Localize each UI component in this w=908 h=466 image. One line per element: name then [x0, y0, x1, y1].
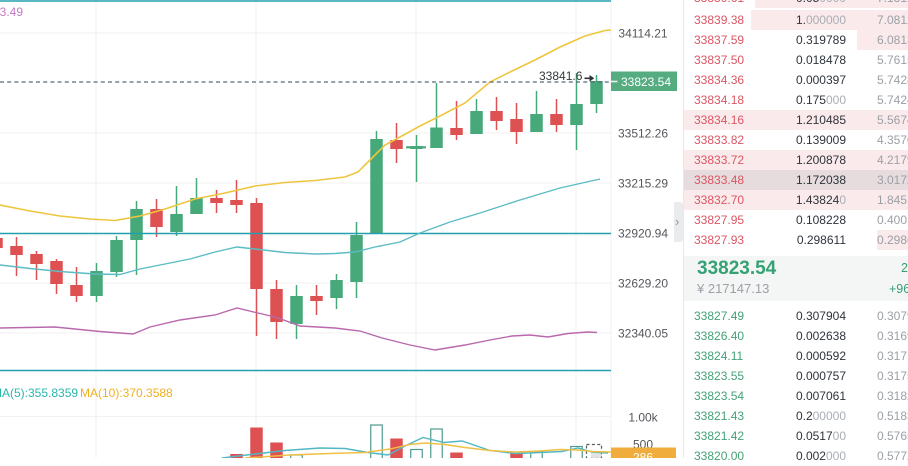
svg-text:MA(5):355.8359: MA(5):355.8359 — [0, 386, 78, 400]
svg-text:34114.21: 34114.21 — [618, 26, 667, 40]
svg-text:286: 286 — [633, 451, 653, 459]
svg-text:33823.54: 33823.54 — [621, 75, 671, 89]
svg-text:32920.94: 32920.94 — [618, 226, 668, 240]
svg-text:32340.05: 32340.05 — [618, 326, 668, 340]
svg-text:MA(10):370.3588: MA(10):370.3588 — [80, 386, 173, 400]
svg-text:33215.29: 33215.29 — [618, 176, 668, 190]
svg-text:43.49: 43.49 — [0, 5, 23, 19]
svg-text:32629.20: 32629.20 — [618, 276, 668, 290]
svg-text:1.00k: 1.00k — [628, 410, 658, 424]
svg-text:33841.6: 33841.6 — [539, 69, 583, 83]
svg-text:›: › — [675, 214, 679, 229]
svg-text:33512.26: 33512.26 — [618, 126, 668, 140]
